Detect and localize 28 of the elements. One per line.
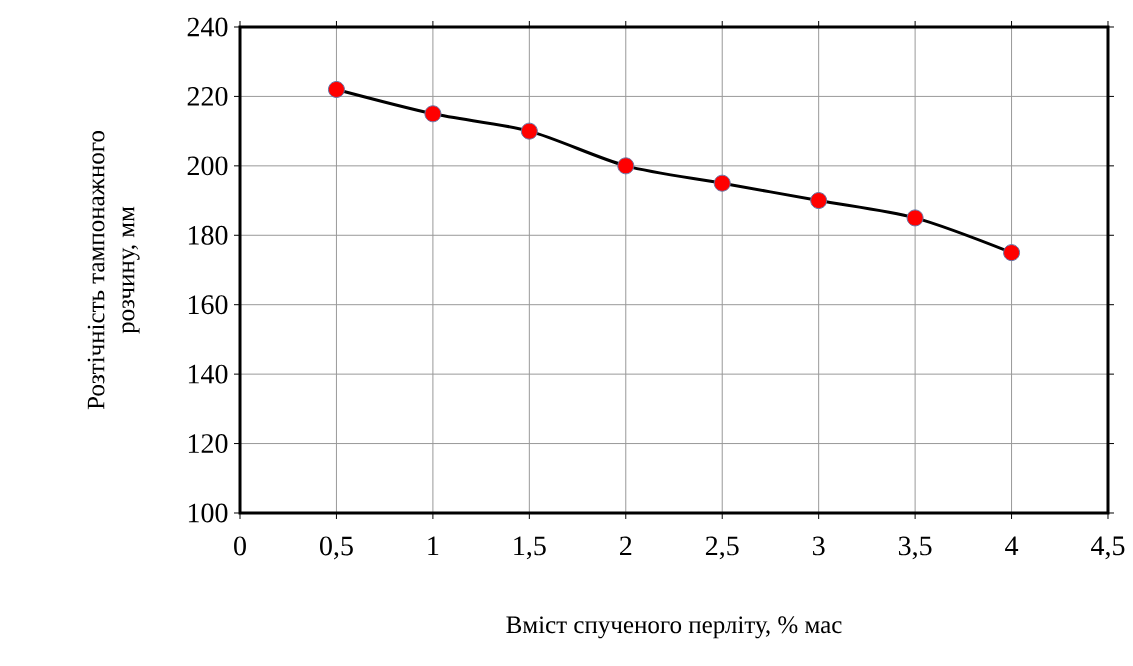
x-tick-label: 1,5: [514, 536, 546, 560]
y-tick-label: 220: [187, 86, 228, 106]
y-tick-label: 140: [188, 364, 228, 384]
x-tick-label: 4,5: [1091, 536, 1125, 560]
x-tick-label: 1: [428, 536, 439, 556]
y-tick-label: 100: [188, 503, 228, 523]
y-tick-label: 200: [187, 156, 228, 176]
x-tick-label: 0,5: [320, 536, 353, 560]
point: [617, 157, 635, 175]
y-tick-label: 160: [188, 295, 228, 315]
point: [810, 192, 828, 210]
x-axis-title: Вміст спученого перліту, % мас: [506, 616, 842, 639]
point: [906, 209, 924, 227]
y-tick-label: 180: [188, 225, 228, 245]
point: [424, 105, 442, 123]
point: [327, 80, 345, 98]
x-tick-label: 0: [234, 536, 246, 556]
point: [520, 122, 538, 140]
point: [1003, 244, 1021, 262]
x-tick-label: 2: [620, 536, 632, 556]
x-tick-label: 2,5: [705, 536, 739, 560]
y-tick-label: 120: [188, 434, 228, 453]
y-tick-label: 240: [187, 17, 228, 37]
x-tick-label: 3,5: [898, 536, 932, 560]
x-tick-label: 4: [1005, 536, 1019, 555]
y-axis-title: Розтічність тампонажного розчину, мм: [87, 130, 140, 410]
x-tick-label: 3: [813, 536, 825, 556]
point: [713, 174, 731, 192]
